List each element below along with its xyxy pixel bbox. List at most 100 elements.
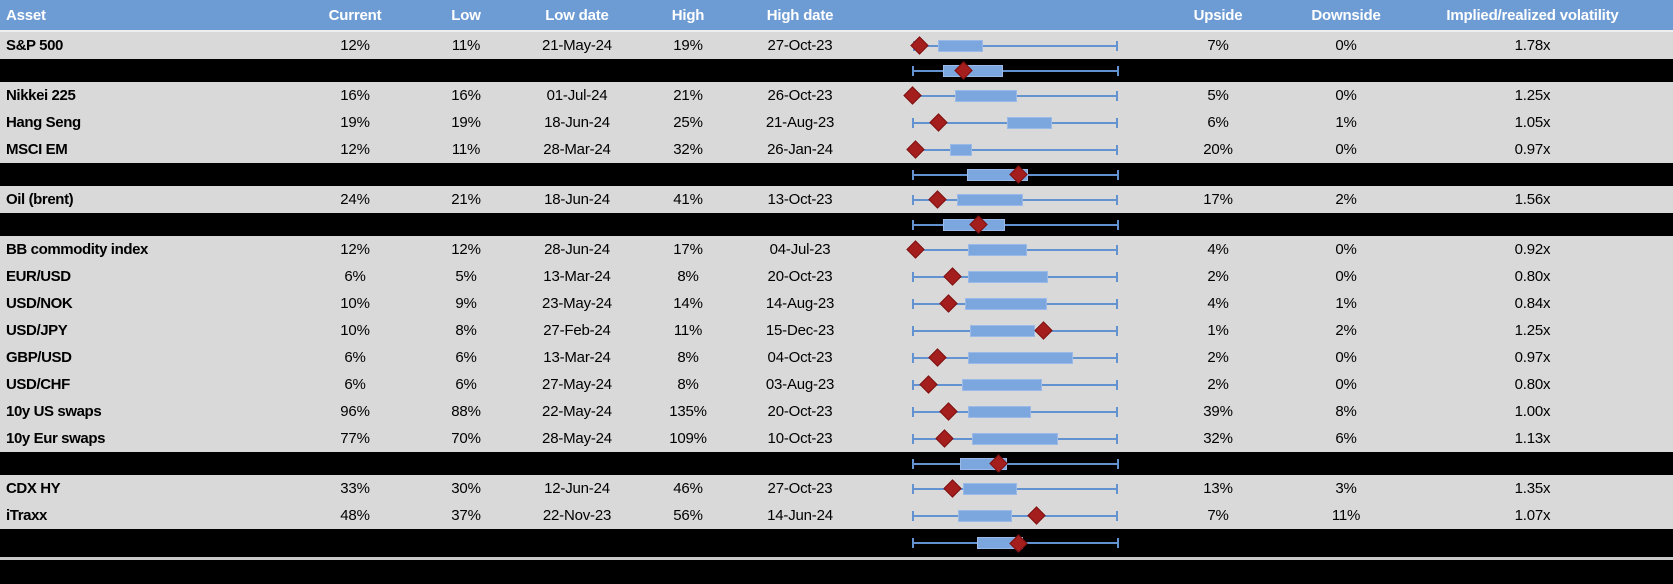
- table-body: S&P 500 12% 11% 21-May-24 19% 27-Oct-23 …: [0, 32, 1673, 557]
- asset-cell: USD/JPY: [6, 322, 68, 339]
- whisker-high-tick: [1115, 117, 1118, 128]
- volatility-cell: 1.78x: [1514, 37, 1551, 54]
- current-cell: 6%: [344, 349, 366, 366]
- range-box: [967, 405, 1032, 418]
- whisker-high-tick: [1115, 325, 1118, 336]
- column-header-volatility: Implied/realized volatility: [1446, 6, 1619, 24]
- low-cell: 12%: [451, 241, 481, 258]
- volatility-cell: 1.05x: [1514, 114, 1551, 131]
- low-cell: 30%: [451, 480, 481, 497]
- table-row: USD/CHF 6% 6% 27-May-24 8% 03-Aug-23 2% …: [0, 371, 1673, 398]
- table-row: USD/JPY 10% 8% 27-Feb-24 11% 15-Dec-23 1…: [0, 317, 1673, 344]
- low-date-cell: 27-May-24: [542, 376, 612, 393]
- high-cell: 8%: [677, 268, 699, 285]
- table-row: EUR/USD 6% 5% 13-Mar-24 8% 20-Oct-23 2% …: [0, 263, 1673, 290]
- range-box: [956, 193, 1024, 206]
- upside-cell: 7%: [1207, 507, 1229, 524]
- low-cell: 9%: [455, 295, 477, 312]
- downside-cell: 0%: [1335, 268, 1357, 285]
- upside-cell: 5%: [1207, 87, 1229, 104]
- current-marker-diamond-icon: [1033, 321, 1053, 340]
- column-header-upside: Upside: [1193, 6, 1243, 24]
- box-whisker-plot: [912, 317, 1118, 344]
- table-row: 10y Eur swaps 77% 70% 28-May-24 109% 10-…: [0, 425, 1673, 452]
- downside-cell: 1%: [1335, 114, 1357, 131]
- box-whisker-plot: [909, 32, 1118, 59]
- current-marker-diamond-icon: [929, 113, 949, 132]
- current-cell: 6%: [344, 268, 366, 285]
- whisker-low-tick: [912, 538, 915, 548]
- high-date-cell: 21-Aug-23: [765, 114, 835, 131]
- box-whisker-plot: [912, 502, 1118, 529]
- table-row: iTraxx 48% 37% 22-Nov-23 56% 14-Jun-24 7…: [0, 502, 1673, 529]
- whisker-low-tick: [912, 406, 915, 417]
- whisker-high-tick: [1115, 194, 1118, 205]
- high-cell: 21%: [673, 87, 703, 104]
- current-marker-diamond-icon: [943, 479, 963, 498]
- whisker-high-tick: [1115, 406, 1118, 417]
- summary-row: [0, 59, 1673, 82]
- low-cell: 37%: [451, 507, 481, 524]
- column-header-low-date: Low date: [545, 6, 609, 24]
- whisker-low-tick: [912, 510, 915, 521]
- current-marker-diamond-icon: [905, 240, 925, 259]
- asset-cell: CDX HY: [6, 480, 61, 497]
- current-marker-diamond-icon: [902, 86, 922, 105]
- asset-cell: Nikkei 225: [6, 87, 76, 104]
- high-date-cell: 26-Jan-24: [767, 141, 833, 158]
- low-cell: 6%: [455, 376, 477, 393]
- whisker-high-tick: [1115, 271, 1118, 282]
- low-date-cell: 28-May-24: [542, 430, 612, 447]
- range-box: [967, 351, 1073, 364]
- range-box: [949, 143, 972, 156]
- downside-cell: 11%: [1331, 507, 1361, 524]
- table-row: S&P 500 12% 11% 21-May-24 19% 27-Oct-23 …: [0, 32, 1673, 59]
- current-cell: 19%: [340, 114, 370, 131]
- column-header-low: Low: [451, 6, 481, 24]
- volatility-cell: 0.80x: [1514, 268, 1551, 285]
- upside-cell: 17%: [1203, 191, 1233, 208]
- low-date-cell: 22-Nov-23: [542, 507, 612, 524]
- whisker-low-tick: [912, 65, 915, 76]
- box-whisker-plot: [912, 475, 1118, 502]
- downside-cell: 6%: [1335, 430, 1357, 447]
- whisker-high-tick: [1115, 510, 1118, 521]
- low-date-cell: 12-Jun-24: [544, 480, 610, 497]
- low-date-cell: 23-May-24: [542, 295, 612, 312]
- downside-cell: 0%: [1335, 37, 1357, 54]
- volatility-cell: 1.13x: [1514, 430, 1551, 447]
- whisker-low-tick: [912, 352, 915, 363]
- table-row: Oil (brent) 24% 21% 18-Jun-24 41% 13-Oct…: [0, 186, 1673, 213]
- current-marker-diamond-icon: [938, 294, 958, 313]
- whisker-high-tick: [1117, 458, 1119, 469]
- high-date-cell: 15-Dec-23: [765, 322, 835, 339]
- low-cell: 11%: [451, 37, 481, 54]
- whisker-low-tick: [912, 483, 915, 494]
- asset-cell: MSCI EM: [6, 141, 68, 158]
- column-header-high: High: [671, 6, 705, 24]
- whisker-high-tick: [1117, 169, 1119, 180]
- whisker-high-tick: [1115, 244, 1118, 255]
- range-box: [967, 270, 1048, 283]
- box-whisker-plot: [912, 59, 1119, 82]
- asset-cell: iTraxx: [6, 507, 47, 524]
- current-cell: 24%: [340, 191, 370, 208]
- volatility-cell: 1.00x: [1514, 403, 1551, 420]
- whisker-low-tick: [912, 298, 915, 309]
- range-box: [955, 89, 1018, 102]
- summary-row: [0, 213, 1673, 236]
- high-date-cell: 14-Jun-24: [767, 507, 833, 524]
- bottom-black-band: [0, 560, 1673, 584]
- upside-cell: 13%: [1203, 480, 1233, 497]
- whisker-low-tick: [912, 458, 915, 469]
- range-box: [937, 39, 984, 52]
- volatility-cell: 1.56x: [1514, 191, 1551, 208]
- range-box: [962, 378, 1042, 391]
- volatility-cell: 0.97x: [1514, 349, 1551, 366]
- asset-cell: 10y US swaps: [6, 403, 102, 420]
- low-cell: 16%: [451, 87, 481, 104]
- upside-cell: 20%: [1203, 141, 1233, 158]
- current-cell: 48%: [340, 507, 370, 524]
- current-cell: 12%: [340, 37, 370, 54]
